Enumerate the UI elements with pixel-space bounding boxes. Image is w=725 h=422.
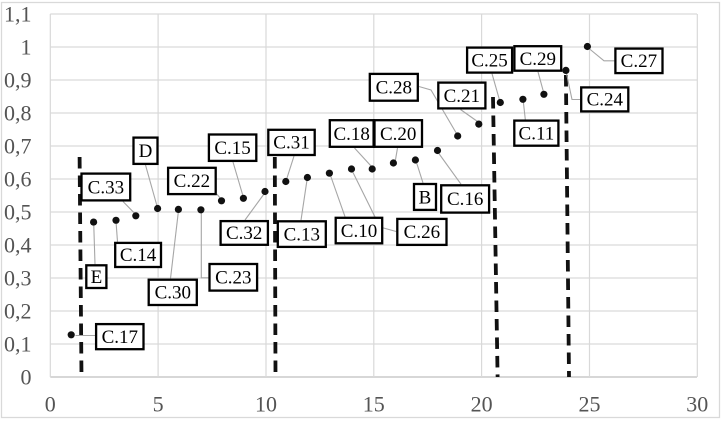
svg-text:C.28: C.28 [376, 78, 412, 99]
svg-text:1: 1 [21, 34, 32, 59]
svg-text:C.32: C.32 [226, 223, 262, 244]
svg-text:0,3: 0,3 [4, 265, 32, 290]
svg-text:C.23: C.23 [215, 268, 251, 289]
svg-text:C.17: C.17 [102, 327, 138, 348]
svg-text:C.27: C.27 [621, 51, 657, 72]
svg-text:15: 15 [363, 391, 385, 416]
svg-text:C.15: C.15 [214, 138, 250, 159]
svg-text:C.24: C.24 [587, 90, 624, 111]
svg-text:C.29: C.29 [520, 49, 556, 70]
svg-text:0: 0 [45, 391, 56, 416]
svg-text:C.18: C.18 [333, 124, 369, 145]
svg-text:0,9: 0,9 [4, 67, 32, 92]
svg-text:0,5: 0,5 [4, 199, 32, 224]
svg-text:C.33: C.33 [88, 177, 124, 198]
svg-text:E: E [91, 267, 103, 288]
svg-text:C.14: C.14 [120, 245, 157, 266]
svg-text:5: 5 [153, 391, 164, 416]
svg-text:C.11: C.11 [519, 124, 555, 145]
svg-text:C.26: C.26 [404, 222, 440, 243]
svg-text:0,8: 0,8 [4, 100, 32, 125]
svg-text:C.22: C.22 [174, 171, 210, 192]
svg-text:20: 20 [471, 391, 493, 416]
svg-text:C.21: C.21 [444, 86, 480, 107]
svg-text:D: D [139, 141, 153, 162]
svg-text:1,1: 1,1 [4, 1, 32, 26]
svg-text:0,4: 0,4 [4, 232, 32, 257]
svg-text:C.31: C.31 [273, 133, 309, 154]
svg-text:0,1: 0,1 [4, 331, 32, 356]
svg-text:B: B [419, 187, 432, 208]
svg-text:10: 10 [255, 391, 277, 416]
svg-text:0,7: 0,7 [4, 133, 32, 158]
svg-text:30: 30 [686, 391, 708, 416]
svg-text:C.20: C.20 [380, 124, 416, 145]
svg-text:C.16: C.16 [447, 189, 483, 210]
svg-text:25: 25 [579, 391, 601, 416]
svg-text:0,2: 0,2 [4, 298, 32, 323]
svg-text:0,6: 0,6 [4, 166, 32, 191]
svg-text:0: 0 [21, 364, 32, 389]
svg-text:C.10: C.10 [341, 221, 377, 242]
svg-text:C.25: C.25 [471, 50, 507, 71]
svg-text:C.30: C.30 [155, 283, 191, 304]
svg-text:C.13: C.13 [284, 224, 320, 245]
